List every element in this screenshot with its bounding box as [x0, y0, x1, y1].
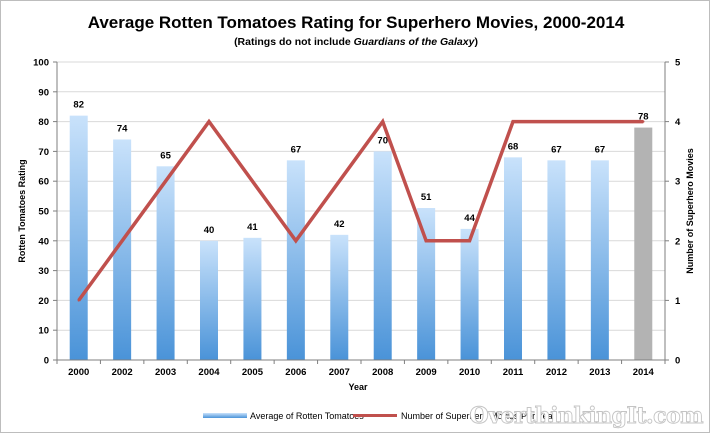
- bar: [547, 160, 566, 360]
- legend-bar-swatch: [203, 413, 247, 418]
- line-point: [381, 120, 384, 123]
- bar-value-label: 67: [551, 144, 562, 155]
- bar: [243, 237, 262, 360]
- line-point: [468, 239, 471, 242]
- y-axis-ticks: 0 10 20 30 40 50 60 70 80 90 100: [33, 58, 57, 367]
- line-point: [598, 120, 602, 123]
- bar-value-label: 70: [377, 135, 388, 146]
- x-tick-label: 2008: [372, 367, 393, 378]
- y-tick-label: 100: [33, 58, 49, 69]
- chart-title: Average Rotten Tomatoes Rating for Super…: [88, 13, 625, 32]
- bar-value-label: 42: [334, 219, 345, 230]
- y2-tick-label: 5: [675, 58, 681, 69]
- y-tick-label: 90: [38, 87, 49, 98]
- bar: [113, 139, 132, 360]
- y2-tick-label: 0: [675, 356, 680, 367]
- bar-labels: 82 74 65 40 41 67 42 70 51 44 68 67 67 78: [73, 100, 648, 236]
- y2-axis-ticks: 0 1 2 3 4 5: [665, 58, 681, 367]
- bar: [590, 160, 609, 360]
- line-point: [555, 120, 558, 123]
- subtitle-suffix: ): [474, 36, 478, 48]
- x-tick-label: 2000: [68, 367, 89, 378]
- bar-value-label: 65: [160, 150, 171, 161]
- x-axis-ticks: 2000 2002 2003 2004 2005 2006 2007 2008 2009 2010…: [56, 360, 666, 378]
- line-point: [294, 239, 298, 242]
- line-series: [77, 117, 645, 302]
- line-point: [77, 299, 80, 302]
- y-tick-label: 20: [38, 296, 49, 307]
- subtitle-italic: Guardians of the Galaxy: [354, 36, 476, 48]
- x-tick-label: 2013: [589, 367, 610, 378]
- bar-value-label: 78: [638, 112, 649, 123]
- bar: [286, 160, 305, 360]
- y-tick-label: 70: [38, 147, 49, 158]
- bar: [69, 115, 88, 360]
- bar-value-label: 51: [421, 192, 432, 203]
- x-tick-label: 2009: [416, 367, 437, 378]
- x-tick-label: 2002: [112, 367, 133, 378]
- bar-value-label: 74: [117, 123, 128, 134]
- bar-value-label: 82: [73, 100, 84, 111]
- bar: [373, 151, 392, 360]
- y-tick-label: 40: [38, 236, 49, 247]
- subtitle-prefix: (Ratings do not include: [234, 36, 354, 48]
- x-tick-label: 2012: [546, 367, 567, 378]
- x-tick-label: 2006: [285, 367, 306, 378]
- legend-bar-label: Average of Rotten Tomatoes: [250, 411, 364, 421]
- line-point: [251, 180, 254, 183]
- bar-value-label: 40: [204, 225, 215, 236]
- y2-axis-label: Number of Superhero Movies: [685, 148, 695, 274]
- bar-value-label: 41: [247, 222, 258, 233]
- y2-tick-label: 4: [675, 117, 681, 128]
- x-tick-label: 2007: [329, 367, 350, 378]
- x-tick-label: 2003: [155, 367, 176, 378]
- chart-subtitle: (Ratings do not include Guardians of the…: [234, 36, 478, 48]
- bar-value-label: 67: [595, 144, 606, 155]
- bar-value-label: 44: [464, 213, 475, 224]
- bar: [634, 127, 653, 360]
- gridlines: [57, 61, 665, 361]
- legend: Average of Rotten Tomatoes Number of Sup…: [203, 411, 556, 421]
- y-tick-label: 80: [38, 117, 49, 128]
- bar: [417, 208, 436, 360]
- y2-tick-label: 2: [675, 236, 680, 247]
- line-point: [338, 180, 341, 183]
- bar: [504, 157, 522, 360]
- x-tick-label: 2011: [503, 367, 524, 378]
- line-point: [207, 120, 211, 123]
- x-tick-label: 2004: [198, 367, 220, 378]
- x-axis-label: Year: [348, 382, 368, 392]
- bar: [330, 234, 349, 360]
- y2-tick-label: 3: [675, 177, 680, 188]
- bar: [200, 240, 218, 360]
- bar: [156, 166, 175, 360]
- bar: [460, 228, 479, 360]
- x-tick-label: 2005: [242, 367, 264, 378]
- line-point: [642, 120, 645, 123]
- y-tick-label: 10: [38, 326, 49, 337]
- y-axis-label: Rotten Tomatoes Rating: [17, 159, 27, 262]
- y-tick-label: 0: [44, 356, 49, 367]
- line-point: [164, 180, 167, 183]
- bar-value-label: 67: [291, 144, 302, 155]
- x-tick-label: 2014: [633, 367, 655, 378]
- bars: [69, 115, 653, 360]
- legend-line-label: Number of Superhero Movies Per Year: [401, 411, 556, 421]
- watermark: OverthinkingIt.com: [470, 403, 704, 429]
- line-point: [511, 120, 515, 123]
- y-tick-label: 60: [38, 177, 49, 188]
- line-point: [424, 239, 428, 242]
- line-point: [120, 239, 124, 242]
- x-tick-label: 2010: [459, 367, 480, 378]
- series-line: [77, 117, 644, 302]
- y2-tick-label: 1: [675, 296, 681, 307]
- bar-value-label: 68: [508, 141, 519, 152]
- y-tick-label: 30: [38, 266, 49, 277]
- y-tick-label: 50: [38, 207, 49, 218]
